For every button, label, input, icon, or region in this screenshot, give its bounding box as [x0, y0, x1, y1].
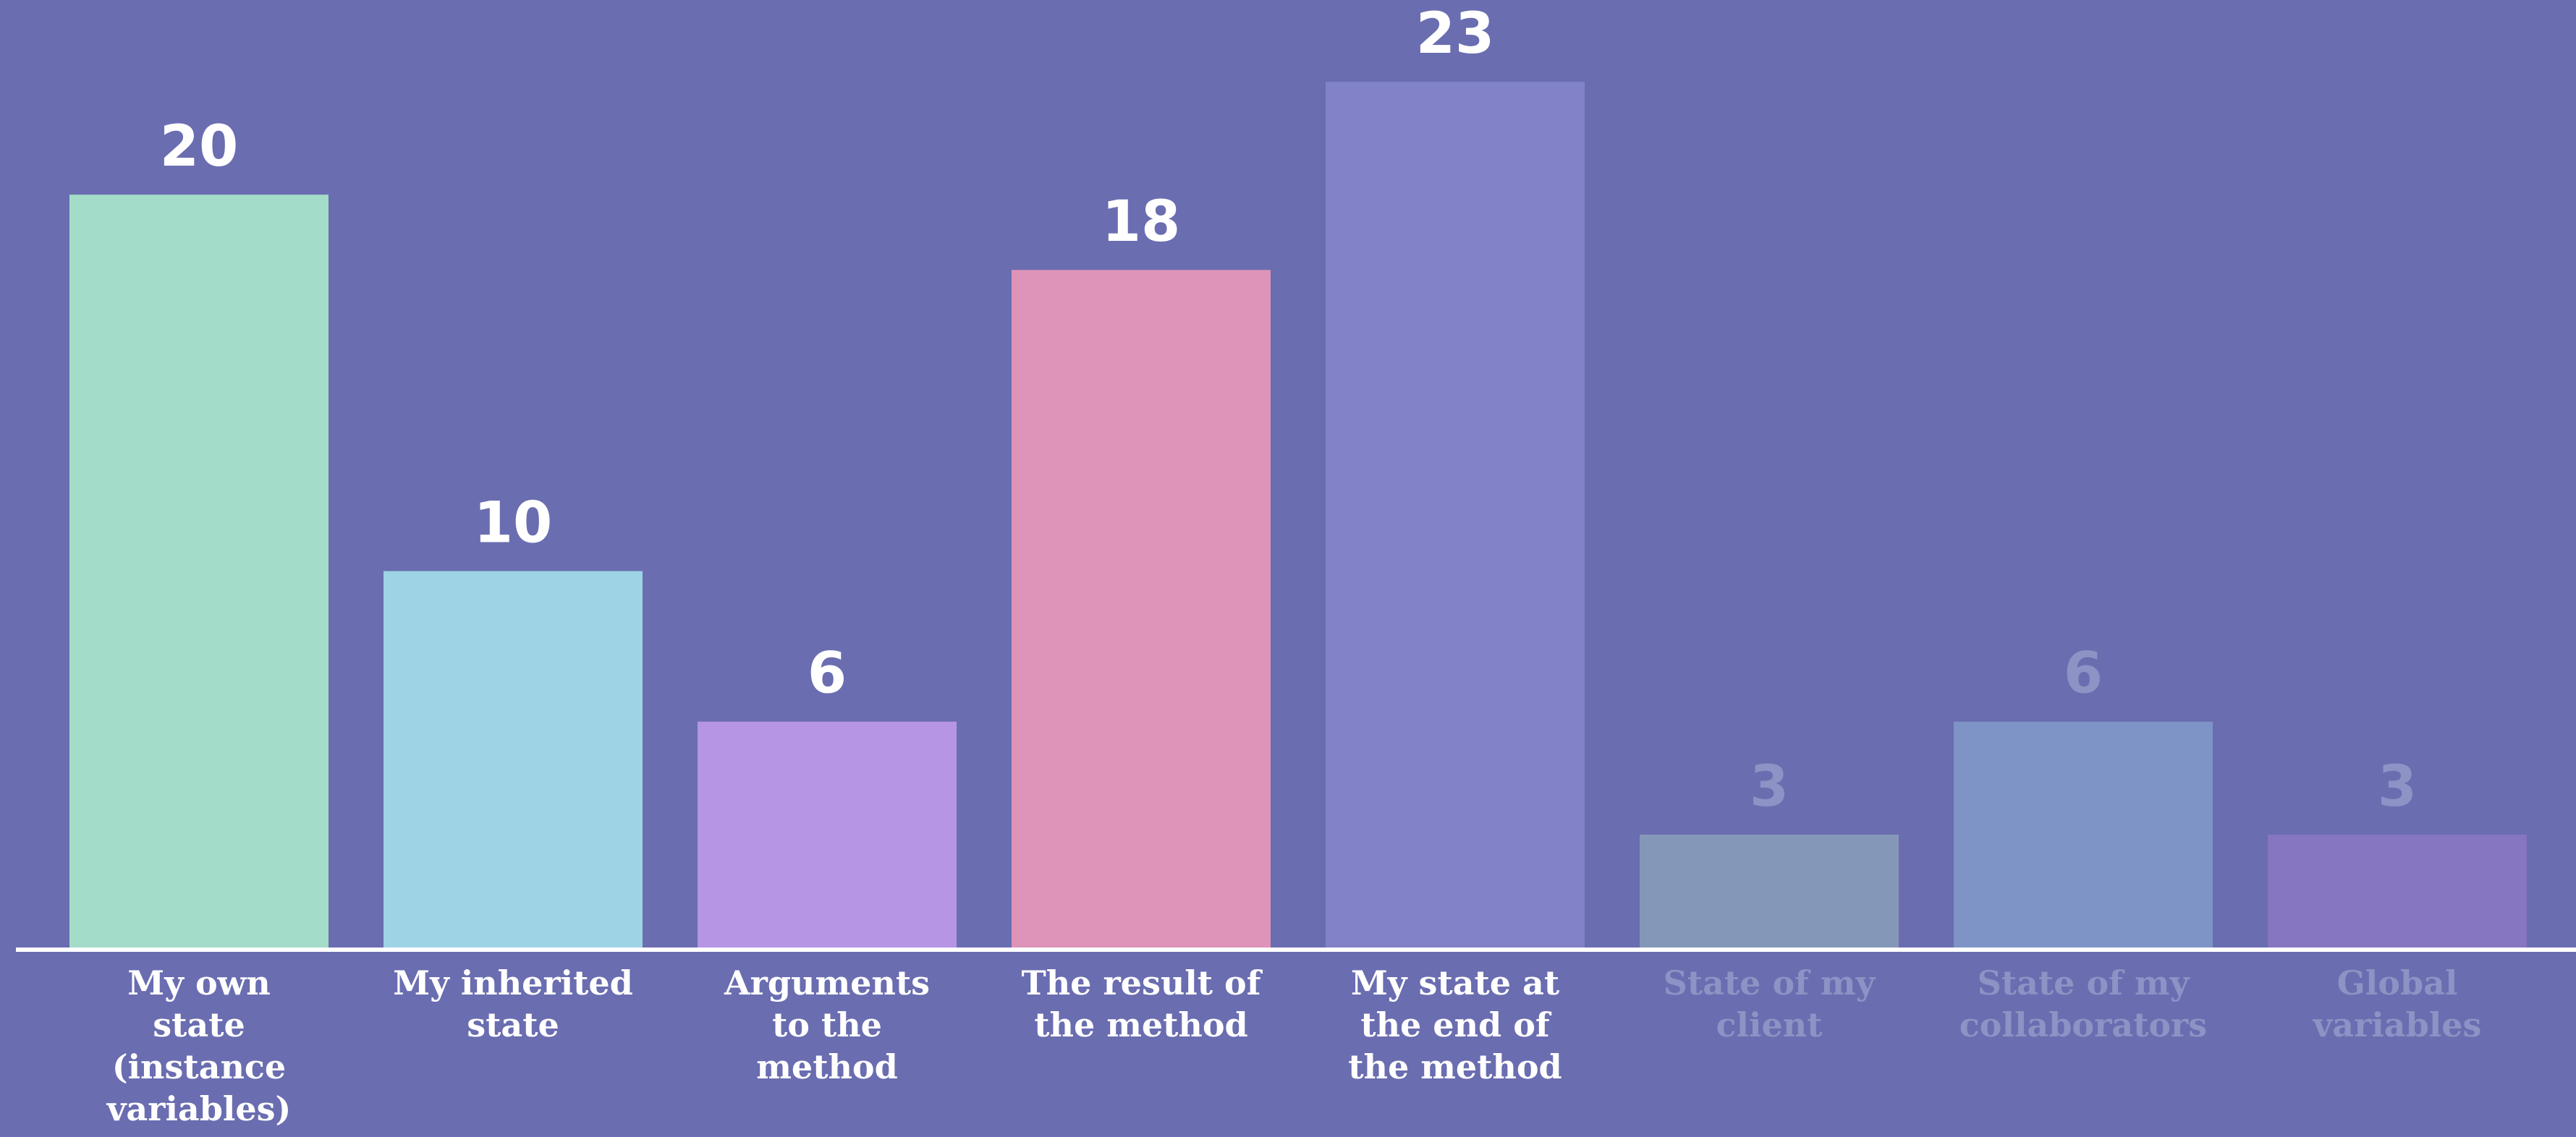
category-label-5: My state at the end of the method — [1348, 963, 1562, 1086]
category-label-line: client — [1716, 1005, 1823, 1044]
category-label-line: the method — [1348, 1047, 1562, 1086]
category-label-line: State of my — [1664, 963, 1876, 1002]
value-label-1: 20 — [160, 114, 239, 179]
category-labels-group: My own state (instance variables)My inherit… — [106, 963, 2482, 1128]
category-label-line: My own — [127, 963, 270, 1002]
category-label-line: (instance — [112, 1047, 286, 1086]
value-label-5: 23 — [1416, 1, 1495, 67]
category-label-1: My own state (instance variables) — [106, 963, 292, 1128]
category-label-line: My inherited — [393, 963, 633, 1002]
category-label-line: collaborators — [1959, 1005, 2207, 1044]
category-label-line: the method — [1034, 1005, 1247, 1044]
category-label-line: The result of — [1021, 963, 1263, 1002]
value-label-7: 6 — [2064, 642, 2103, 707]
bar-3 — [698, 721, 957, 948]
category-label-2: My inherited state — [393, 963, 633, 1044]
bar-2 — [384, 571, 643, 948]
category-label-3: Arguments to the method — [724, 963, 930, 1086]
value-labels-group: 20 10 6 18 23 3 6 3 — [160, 1, 2417, 819]
category-label-8: Global variables — [2313, 963, 2482, 1044]
value-label-3: 6 — [808, 642, 847, 707]
category-label-line: variables) — [106, 1089, 292, 1128]
value-label-4: 18 — [1102, 190, 1181, 255]
category-label-line: My state at — [1351, 963, 1560, 1002]
bar-1 — [69, 195, 329, 948]
category-label-line: the end of — [1360, 1005, 1552, 1044]
category-label-line: state — [467, 1005, 559, 1044]
category-label-7: State of my collaborators — [1959, 963, 2207, 1044]
value-label-6: 3 — [1750, 754, 1789, 819]
bar-8 — [2268, 834, 2527, 948]
bar-4 — [1012, 270, 1271, 948]
bar-5 — [1326, 82, 1585, 948]
category-label-line: method — [756, 1047, 897, 1086]
category-label-line: to the — [772, 1005, 882, 1044]
bar-6 — [1640, 834, 1899, 948]
category-label-line: variables — [2313, 1005, 2482, 1044]
category-label-line: state — [153, 1005, 245, 1044]
category-label-line: Global — [2337, 963, 2458, 1002]
category-label-line: Arguments — [724, 963, 930, 1002]
category-label-line: State of my — [1978, 963, 2190, 1002]
bar-7 — [1954, 721, 2213, 948]
category-label-4: The result of the method — [1021, 963, 1263, 1044]
category-label-6: State of my client — [1664, 963, 1876, 1044]
value-label-2: 10 — [474, 491, 553, 556]
bars-group — [69, 82, 2527, 948]
value-label-8: 3 — [2378, 754, 2417, 819]
